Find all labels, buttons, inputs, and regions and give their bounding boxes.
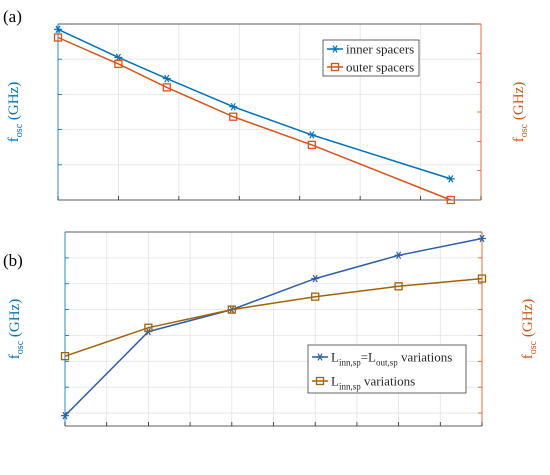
panel-a-chart: (a) fosc (GHz)fosc (GHz)inner spacersout… bbox=[3, 7, 530, 205]
panel-a-y-label-left-main: f bbox=[6, 137, 22, 142]
panel-b-series-0-point-3 bbox=[311, 274, 320, 283]
panel-b-legend-marker-0 bbox=[316, 353, 324, 361]
panel-b-series-1-point-5 bbox=[477, 274, 487, 283]
panel-b-y-label-left-main: f bbox=[7, 354, 23, 359]
panel-b-series-0-point-4-d2 bbox=[396, 251, 402, 260]
panel-b-legend-1-sub-0: inn,sp bbox=[339, 382, 361, 392]
panel-b-legend-1-text-0: L bbox=[331, 374, 339, 389]
panel-a-label: (a) bbox=[3, 7, 22, 26]
panel-b-y-label-left-sub: osc bbox=[15, 340, 26, 354]
panel-b-grid bbox=[64, 232, 483, 426]
panel-b-series-1-point-4 bbox=[394, 282, 403, 291]
panel-a-series-0-point-3 bbox=[229, 102, 238, 111]
panel-b-series-1-line bbox=[64, 277, 483, 357]
panel-a-series-1-line bbox=[57, 36, 452, 201]
panel-a-legend-marker-1 bbox=[330, 62, 340, 72]
panel-b-y-label-left-unit: (GHz) bbox=[7, 299, 23, 341]
panel-b-y-label-right-main: f bbox=[520, 354, 536, 359]
panel-a-series-0-point-5 bbox=[446, 175, 455, 183]
panel-a-y-label-right-main: f bbox=[511, 137, 527, 142]
panel-a-series-0-point-0 bbox=[54, 25, 62, 34]
panel-b-y-axis-label-right: fosc (GHz) bbox=[520, 299, 539, 359]
panel-a-series-0 bbox=[54, 25, 455, 183]
panel-b-series-1 bbox=[60, 274, 487, 361]
panel-b-legend-0-text-1: =L bbox=[361, 350, 376, 365]
panel-a-y-axis-label-right: fosc (GHz) bbox=[511, 82, 530, 142]
panel-a-legend-entry-1: outer spacers bbox=[346, 60, 414, 75]
panel-a-series-0-point-4-d2 bbox=[309, 131, 315, 139]
panel-b-series-0-point-0-d2 bbox=[62, 411, 68, 420]
panel-b-series-1-point-0 bbox=[60, 352, 70, 361]
panel-b-y-label-right-unit: (GHz) bbox=[520, 299, 536, 341]
panel-a-series-0-point-3-d2 bbox=[230, 102, 236, 111]
panel-a-series-1-point-4 bbox=[307, 140, 316, 150]
panel-a-series-0-point-5-d2 bbox=[448, 175, 454, 183]
panel-b-legend-0-sub-0: inn,sp bbox=[339, 358, 361, 368]
panel-b-series-0-point-5 bbox=[478, 234, 486, 243]
panel-b-legend-marker-0-d2 bbox=[317, 353, 323, 361]
panel-a-series-1-point-0 bbox=[53, 33, 63, 42]
panel-b-legend-1-text-1: variations bbox=[361, 374, 416, 389]
panel-b-series-1-point-1 bbox=[144, 323, 153, 332]
panel-b-legend-entry-0: Linn,sp=Lout,sp variations bbox=[331, 350, 452, 368]
panel-a-legend-entry-0: inner spacers bbox=[346, 42, 414, 57]
panel-b-label: (b) bbox=[3, 251, 23, 270]
panel-b-series-1-point-3 bbox=[311, 292, 320, 301]
panel-a-series-1 bbox=[53, 33, 455, 205]
panel-b-legend-box bbox=[307, 344, 467, 394]
panel-b-legend-0-text-0: L bbox=[331, 350, 339, 365]
panel-a-series-0-point-2 bbox=[162, 74, 171, 83]
panel-a-legend-marker-0 bbox=[331, 45, 339, 53]
panel-a-series-1-point-1 bbox=[114, 59, 123, 69]
panel-a-y-axis-label-left: fosc (GHz) bbox=[6, 82, 25, 142]
panel-b-y-axis-label-left: fosc (GHz) bbox=[7, 299, 26, 359]
panel-b-legend-0-text-2: variations bbox=[398, 350, 453, 365]
panel-b-series-0-point-4 bbox=[394, 251, 403, 260]
panel-a-series-1-point-2 bbox=[162, 83, 171, 92]
panel-a-series-0-line bbox=[57, 28, 452, 180]
panel-a-series-0-point-4 bbox=[307, 131, 316, 139]
panel-b-y-label-right-sub: osc bbox=[528, 340, 539, 354]
panel-a-series-0-point-2-d2 bbox=[164, 74, 170, 83]
panel-a-legend: inner spacers outer spacers bbox=[322, 39, 420, 77]
panel-b-legend-entry-1: Linn,sp variations bbox=[331, 374, 415, 392]
panel-b-chart: (b) fosc (GHz)fosc (GHz)Linn,sp=Lout,sp … bbox=[3, 231, 539, 427]
panel-a-y-label-right-unit: (GHz) bbox=[511, 82, 527, 124]
panel-a-series-0-point-0-d2 bbox=[55, 25, 61, 34]
panel-a-legend-marker-0-d2 bbox=[332, 45, 338, 53]
panel-b-legend-marker-1 bbox=[315, 376, 325, 386]
panel-b-series-0-point-5-d2 bbox=[479, 234, 485, 243]
panel-a-series-1-point-5 bbox=[446, 195, 455, 205]
panel-b-series-0-point-0 bbox=[61, 411, 69, 420]
panel-b-series-0-line bbox=[64, 237, 483, 417]
panel-b-legend-0-sub-1: out,sp bbox=[376, 358, 398, 368]
panel-a-y-label-right-sub: osc bbox=[519, 123, 530, 137]
panel-a-series-1-point-3 bbox=[229, 112, 238, 121]
panel-a-y-label-left-sub: osc bbox=[14, 123, 25, 137]
panel-b-series-1-point-2 bbox=[227, 305, 236, 314]
panel-b-series-0-point-3-d2 bbox=[312, 274, 318, 283]
panel-a-y-label-left-unit: (GHz) bbox=[6, 82, 22, 124]
